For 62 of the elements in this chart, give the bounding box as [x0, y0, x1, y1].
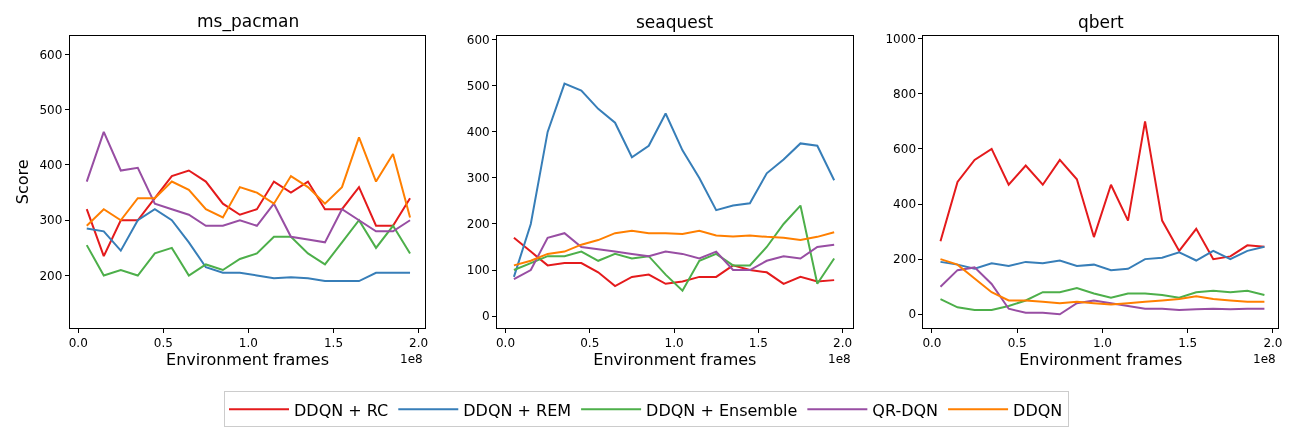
line-series: [512, 232, 836, 281]
legend-label: DDQN + RC: [294, 400, 389, 420]
line-series: [85, 208, 412, 283]
y-tick-label: 300: [466, 171, 490, 186]
y-tick-label: 400: [466, 125, 490, 140]
y-tick-label: 400: [39, 158, 63, 173]
line-series: [939, 266, 1266, 316]
x-tick-label: 1.5: [323, 336, 344, 351]
chart-title: seaquest: [636, 12, 714, 32]
y-tick-label: 300: [39, 213, 63, 228]
line-series: [939, 258, 1266, 306]
x-tick-label: 1.0: [664, 336, 684, 351]
legend-label: QR-DQN: [872, 400, 939, 420]
chart-title: ms_pacman: [197, 11, 300, 32]
y-tick-label: 200: [39, 268, 63, 283]
x-tick-label: 1.0: [1092, 336, 1112, 351]
y-tick-label: 800: [893, 87, 917, 102]
line-series: [939, 245, 1266, 272]
text: 1e8: [1253, 352, 1276, 366]
chart-title: qbert: [1078, 12, 1125, 32]
line-series: [85, 169, 412, 258]
legend-label: DDQN + Ensemble: [646, 400, 798, 420]
line-series: [85, 219, 412, 277]
line-series: [512, 82, 836, 278]
y-tick-label: 0: [482, 309, 490, 324]
text: 1e8: [400, 352, 423, 366]
text: 1e8: [828, 352, 851, 366]
x-tick-label: 2.0: [833, 336, 853, 351]
x-tick-label: 0.5: [580, 336, 600, 351]
x-axis-title: Environment frames: [166, 350, 330, 370]
line-series: [512, 204, 836, 292]
x-tick-label: 0.0: [495, 336, 516, 351]
line-series: [85, 130, 412, 244]
line-series: [512, 229, 836, 267]
x-tick-label: 0.5: [1007, 336, 1027, 351]
y-tick-label: 600: [466, 33, 490, 48]
x-tick-label: 2.0: [1263, 336, 1283, 351]
y-tick-label: 200: [893, 252, 917, 267]
y-tick-label: 500: [466, 79, 490, 94]
y-tick-label: 600: [893, 142, 917, 157]
y-tick-label: 200: [466, 217, 490, 232]
y-tick-label: 400: [893, 197, 917, 212]
x-tick-label: 1.0: [238, 336, 258, 351]
y-tick-label: 500: [39, 102, 63, 117]
line-series: [939, 287, 1266, 312]
x-tick-label: 0.0: [922, 336, 942, 351]
x-tick-label: 1.5: [748, 336, 768, 351]
x-tick-label: 0.0: [68, 336, 88, 351]
x-tick-label: 2.0: [409, 336, 429, 351]
y-tick-label: 100: [466, 263, 490, 278]
legend-label: DDQN + REM: [463, 400, 572, 420]
y-axis-title: Score: [13, 159, 33, 205]
line-series: [512, 236, 836, 288]
x-tick-label: 1.5: [1178, 336, 1198, 351]
y-tick-label: 1000: [885, 31, 917, 46]
x-tick-label: 0.5: [153, 336, 173, 351]
x-axis-title: Environment frames: [1019, 350, 1183, 370]
y-tick-label: 600: [39, 47, 63, 62]
y-tick-label: 0: [908, 307, 917, 322]
x-axis-title: Environment frames: [593, 350, 757, 370]
legend-label: DDQN: [1013, 400, 1063, 420]
line-series: [85, 136, 412, 227]
